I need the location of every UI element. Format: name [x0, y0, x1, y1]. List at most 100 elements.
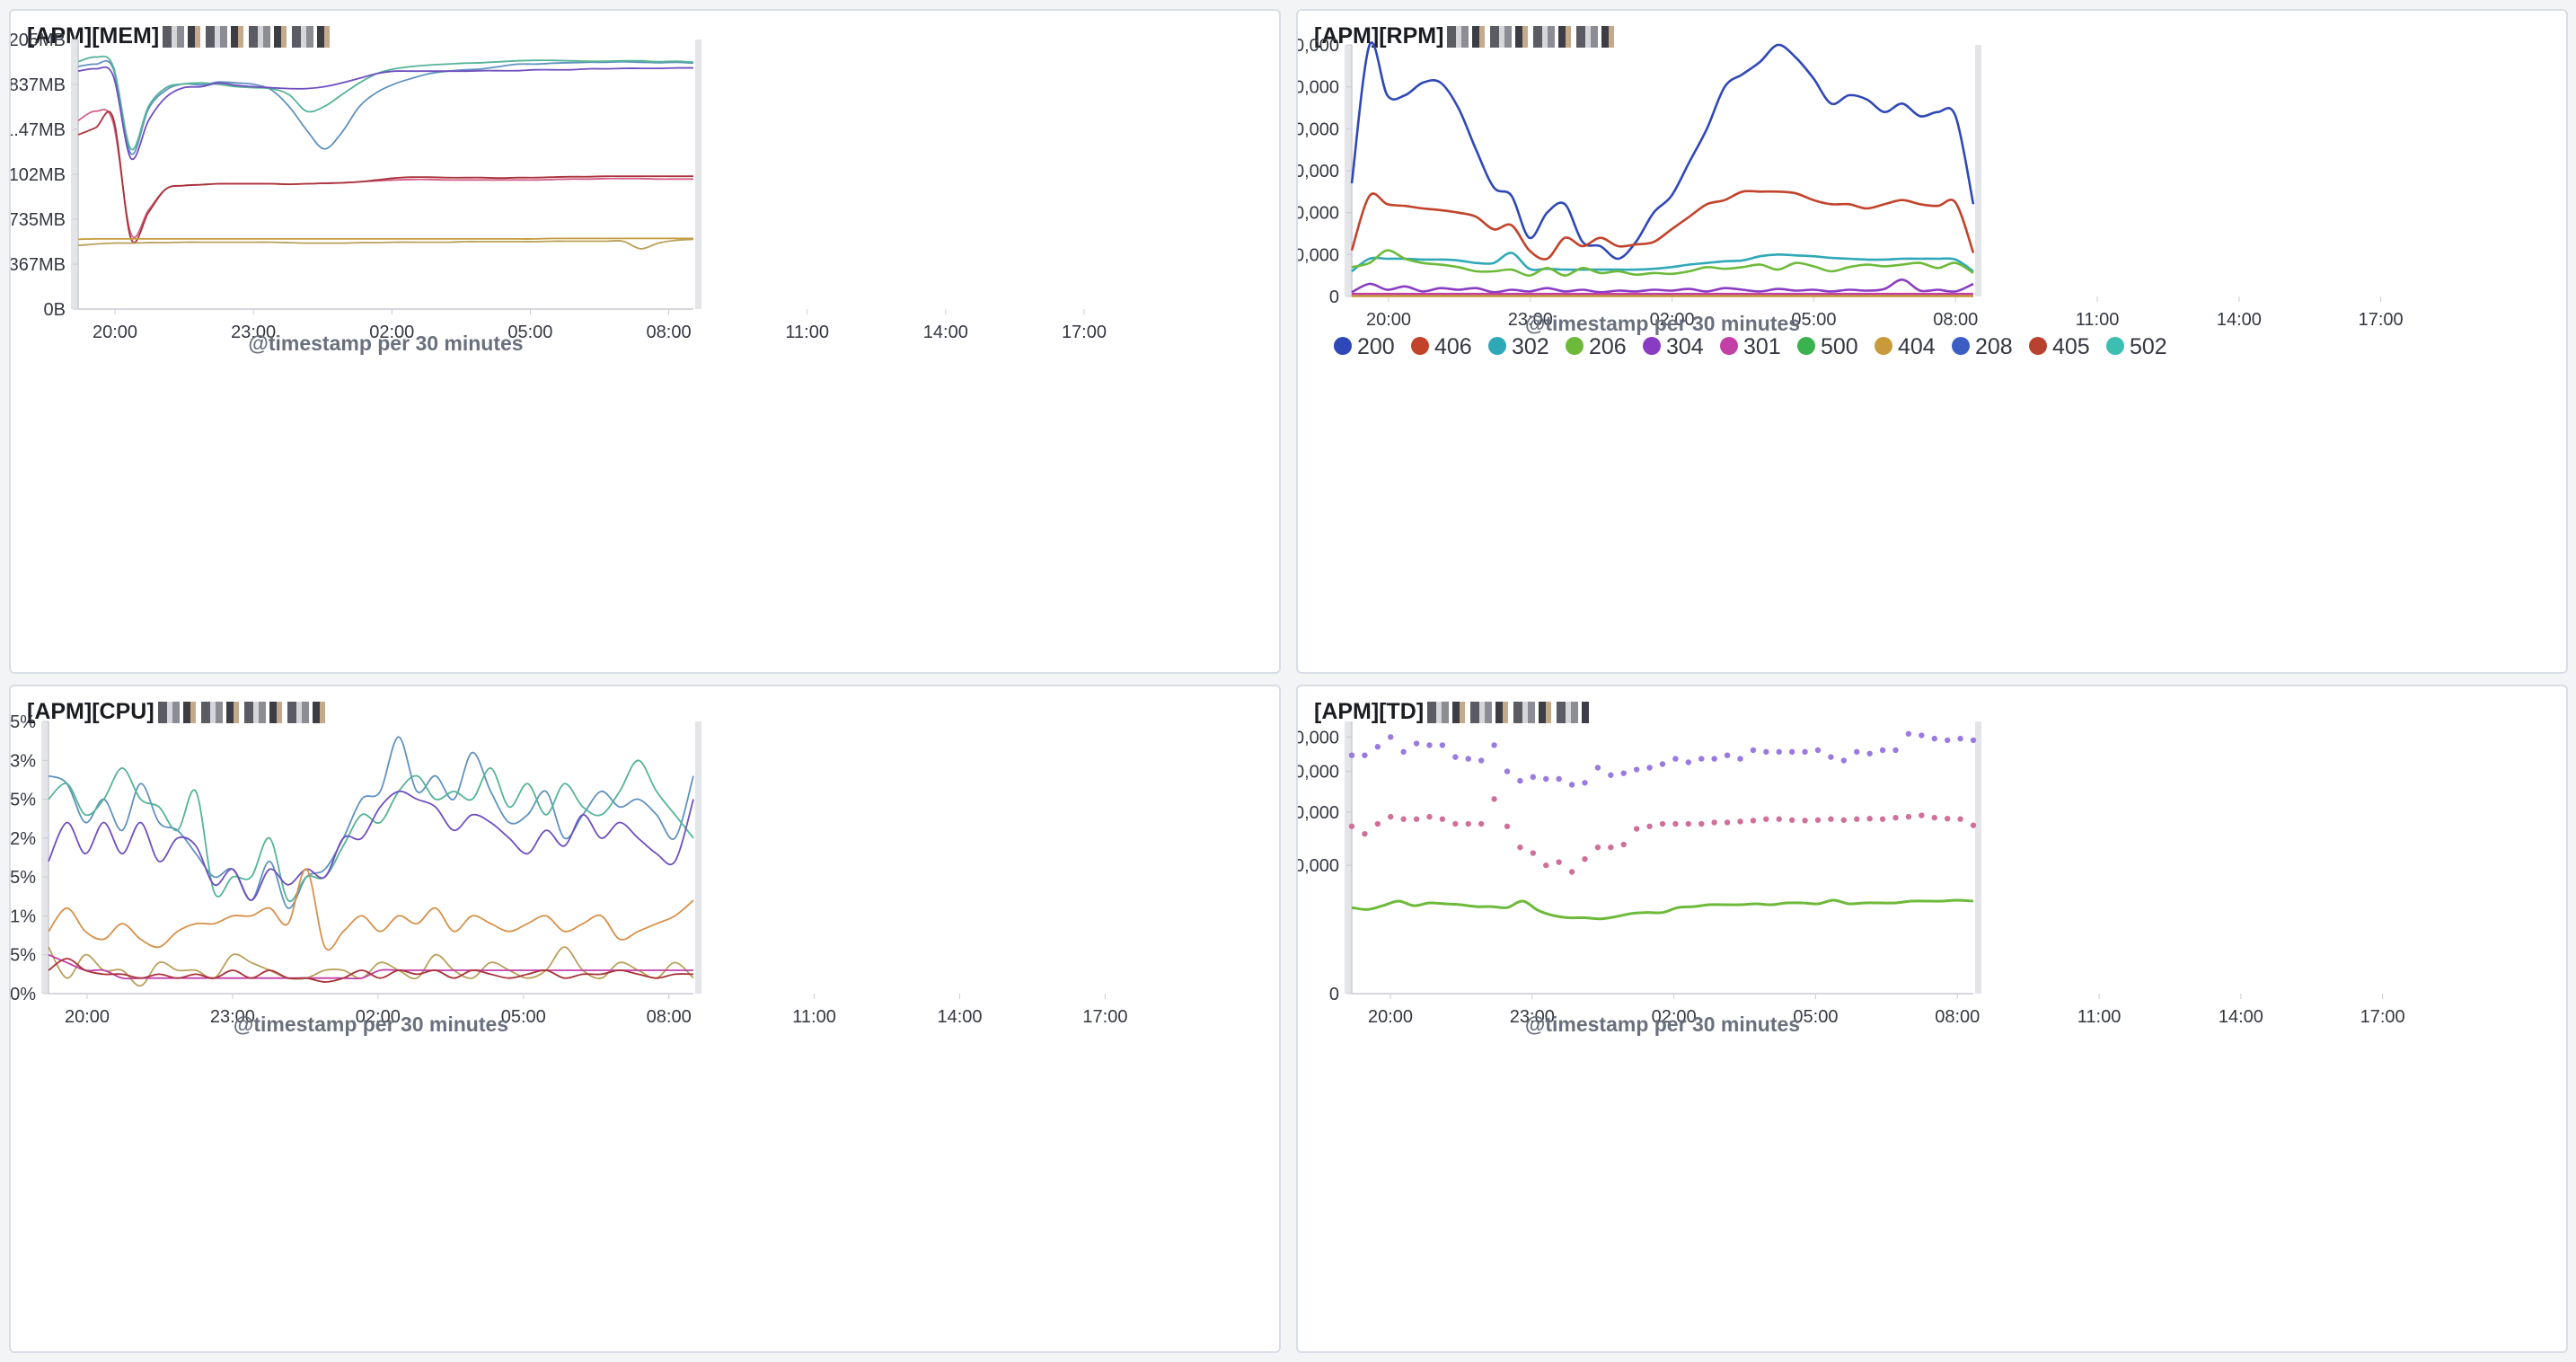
data-point-violet[interactable]: [1970, 737, 1977, 744]
data-point-violet[interactable]: [1582, 780, 1588, 786]
data-point-pink[interactable]: [1582, 855, 1588, 862]
series-line-blue[interactable]: [77, 59, 694, 155]
data-point-violet[interactable]: [1776, 748, 1782, 756]
data-point-pink[interactable]: [1814, 817, 1822, 823]
data-point-pink[interactable]: [1608, 844, 1614, 851]
data-point-pink[interactable]: [1594, 844, 1601, 851]
data-point-violet[interactable]: [1724, 752, 1731, 758]
data-point-violet[interactable]: [1905, 730, 1912, 737]
data-point-pink[interactable]: [1802, 818, 1808, 824]
legend-swatch-502[interactable]: [2106, 337, 2124, 355]
data-point-violet[interactable]: [1362, 752, 1368, 758]
legend-swatch-206[interactable]: [1566, 337, 1584, 355]
data-point-violet[interactable]: [1400, 748, 1407, 756]
series-line-pink[interactable]: [77, 109, 693, 238]
data-point-pink[interactable]: [1452, 820, 1459, 827]
data-point-violet[interactable]: [1840, 757, 1848, 764]
data-point-violet[interactable]: [1594, 765, 1601, 771]
legend-label-302[interactable]: 302: [1512, 334, 1549, 359]
data-point-violet[interactable]: [1711, 756, 1717, 762]
data-point-violet[interactable]: [1659, 761, 1666, 767]
data-point-pink[interactable]: [1426, 813, 1433, 820]
data-point-pink[interactable]: [1866, 815, 1873, 822]
data-point-violet[interactable]: [1426, 742, 1433, 748]
legend-swatch-200[interactable]: [1334, 337, 1352, 355]
data-point-violet[interactable]: [1556, 775, 1562, 783]
data-point-violet[interactable]: [1737, 756, 1743, 762]
data-point-pink[interactable]: [1854, 816, 1860, 822]
data-point-violet[interactable]: [1685, 759, 1692, 765]
data-point-pink[interactable]: [1672, 820, 1679, 827]
series-line-purple[interactable]: [48, 790, 694, 901]
data-point-violet[interactable]: [1788, 748, 1795, 756]
legend-swatch-406[interactable]: [1411, 337, 1429, 355]
legend-label-206[interactable]: 206: [1589, 334, 1627, 359]
data-point-pink[interactable]: [1374, 820, 1381, 827]
data-point-violet[interactable]: [1879, 747, 1886, 754]
data-point-pink[interactable]: [1711, 819, 1717, 826]
series-line-200[interactable]: [1350, 41, 1975, 261]
legend-label-404[interactable]: 404: [1898, 334, 1936, 359]
data-point-pink[interactable]: [1543, 862, 1549, 869]
legend-label-208[interactable]: 208: [1975, 334, 2013, 359]
data-point-pink[interactable]: [1388, 813, 1394, 820]
series-line-304[interactable]: [1351, 279, 1974, 294]
data-point-violet[interactable]: [1517, 777, 1523, 784]
series-line-darkred[interactable]: [48, 958, 694, 983]
data-point-pink[interactable]: [1413, 816, 1420, 822]
data-point-violet[interactable]: [1388, 734, 1394, 740]
series-line-302[interactable]: [1351, 252, 1974, 273]
data-point-violet[interactable]: [1828, 754, 1834, 760]
data-point-violet[interactable]: [1530, 774, 1537, 781]
data-point-pink[interactable]: [1931, 814, 1937, 821]
series-line-khaki[interactable]: [77, 238, 694, 250]
data-point-pink[interactable]: [1919, 812, 1925, 818]
data-point-violet[interactable]: [1944, 737, 1951, 744]
data-point-violet[interactable]: [1439, 742, 1446, 748]
data-point-pink[interactable]: [1556, 859, 1562, 865]
data-point-violet[interactable]: [1957, 735, 1963, 742]
legend-swatch-301[interactable]: [1720, 337, 1738, 355]
legend-swatch-405[interactable]: [2029, 337, 2047, 355]
data-point-pink[interactable]: [1698, 820, 1705, 827]
data-point-pink[interactable]: [1905, 813, 1912, 820]
data-point-pink[interactable]: [1828, 816, 1834, 822]
data-point-violet[interactable]: [1568, 782, 1575, 788]
data-point-pink[interactable]: [1737, 818, 1743, 825]
data-point-violet[interactable]: [1348, 752, 1355, 758]
data-point-violet[interactable]: [1465, 756, 1471, 762]
data-point-violet[interactable]: [1504, 768, 1511, 774]
legend-swatch-404[interactable]: [1875, 337, 1892, 355]
data-point-pink[interactable]: [1788, 817, 1795, 823]
data-point-pink[interactable]: [1491, 796, 1497, 802]
data-point-pink[interactable]: [1348, 823, 1355, 829]
data-point-violet[interactable]: [1672, 756, 1679, 762]
legend-label-406[interactable]: 406: [1434, 334, 1472, 359]
series-line-green[interactable]: [1351, 898, 1974, 921]
series-line-green[interactable]: [77, 55, 694, 151]
legend-swatch-304[interactable]: [1643, 337, 1661, 355]
data-point-pink[interactable]: [1465, 820, 1471, 827]
data-point-violet[interactable]: [1413, 740, 1420, 747]
legend-swatch-302[interactable]: [1488, 337, 1506, 355]
data-point-pink[interactable]: [1750, 818, 1757, 824]
data-point-violet[interactable]: [1892, 747, 1899, 754]
data-point-violet[interactable]: [1452, 754, 1459, 760]
data-point-pink[interactable]: [1763, 816, 1769, 822]
series-line-206[interactable]: [1351, 249, 1974, 277]
data-point-pink[interactable]: [1504, 823, 1511, 829]
data-point-pink[interactable]: [1892, 814, 1899, 821]
data-point-pink[interactable]: [1362, 830, 1368, 837]
legend-label-200[interactable]: 200: [1357, 334, 1395, 359]
data-point-violet[interactable]: [1374, 744, 1381, 750]
data-point-violet[interactable]: [1478, 757, 1485, 764]
data-point-violet[interactable]: [1931, 735, 1937, 742]
data-point-violet[interactable]: [1646, 765, 1653, 771]
data-point-violet[interactable]: [1814, 747, 1822, 754]
data-point-violet[interactable]: [1919, 732, 1925, 738]
data-point-pink[interactable]: [1400, 816, 1407, 822]
legend-swatch-208[interactable]: [1952, 337, 1970, 355]
data-point-violet[interactable]: [1763, 748, 1769, 756]
series-line-blue[interactable]: [48, 736, 694, 909]
data-point-pink[interactable]: [1517, 844, 1523, 851]
